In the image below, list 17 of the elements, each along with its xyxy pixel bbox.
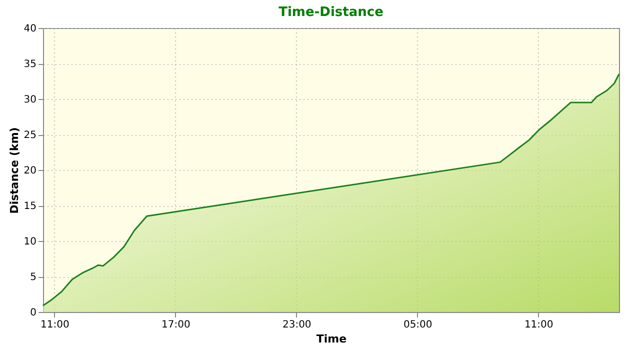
y-tick-label: 30 (24, 94, 36, 106)
y-tick-label: 25 (24, 130, 36, 141)
y-tick-label: 10 (24, 236, 36, 248)
y-tick-label: 0 (30, 308, 36, 318)
x-tick-label: 23:00 (282, 320, 312, 330)
y-axis-title: Distance (km) (8, 127, 21, 214)
chart-title: Time-Distance (278, 5, 384, 20)
y-tick-label: 15 (24, 201, 36, 212)
x-tick-label: 11:00 (40, 320, 70, 330)
x-tick-label: 17:00 (161, 320, 190, 330)
x-tick-label: 05:00 (403, 320, 432, 330)
x-tick-label: 11:00 (524, 320, 554, 330)
y-tick-label: 35 (24, 59, 36, 70)
x-axis-title: Time (316, 332, 347, 346)
y-tick-label: 20 (24, 166, 36, 176)
y-tick-label: 40 (24, 24, 36, 34)
y-tick-label: 5 (30, 272, 36, 283)
